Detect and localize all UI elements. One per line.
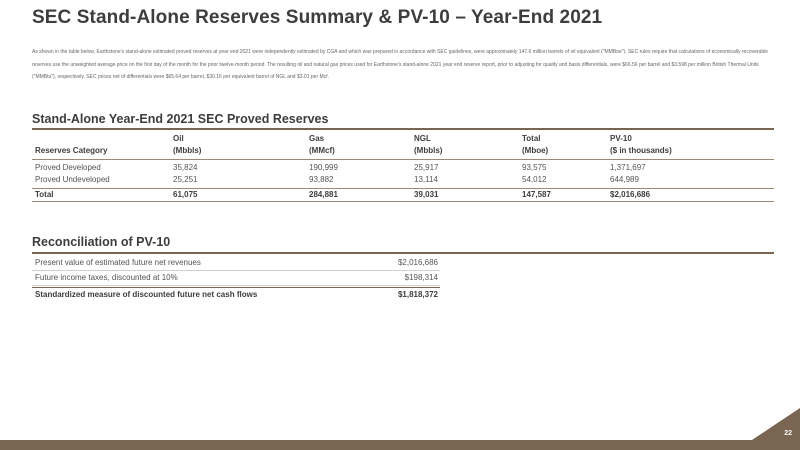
reserves-section-title: Stand-Alone Year-End 2021 SEC Proved Res… <box>32 112 329 126</box>
corner-accent-shape <box>752 408 800 440</box>
reconciliation-title-rule <box>32 252 774 254</box>
row-oil: 35,824 <box>173 163 198 172</box>
reconciliation-value: $2,016,686 <box>397 258 438 267</box>
reconciliation-row: Future income taxes, discounted at 10% $… <box>32 271 440 286</box>
footer-bar <box>0 440 800 450</box>
row-pv10: 1,371,697 <box>610 163 646 172</box>
header-category: Reserves Category <box>35 146 108 155</box>
row-ngl: 13,114 <box>414 175 438 184</box>
reconciliation-total-row: Standardized measure of discounted futur… <box>32 287 440 302</box>
reconciliation-label: Present value of estimated future net re… <box>35 258 201 267</box>
total-label: Total <box>35 190 54 199</box>
row-total: 93,575 <box>522 163 547 172</box>
reconciliation-label: Future income taxes, discounted at 10% <box>35 273 178 282</box>
header-total: Total <box>522 134 541 143</box>
reconciliation-table: Present value of estimated future net re… <box>32 256 440 302</box>
table-header-row-top: Oil Gas NGL Total PV-10 <box>32 133 774 145</box>
page-title: SEC Stand-Alone Reserves Summary & PV-10… <box>32 7 603 28</box>
reconciliation-total-value: $1,818,372 <box>397 290 438 299</box>
intro-paragraph: As shown in the table below, Earthstone'… <box>32 49 769 80</box>
row-category: Proved Undeveloped <box>35 175 110 184</box>
reconciliation-value: $198,314 <box>404 273 438 282</box>
header-gas-unit: (MMcf) <box>309 146 335 155</box>
header-pv10-unit: ($ in thousands) <box>610 146 672 155</box>
row-oil: 25,251 <box>173 175 198 184</box>
header-gas: Gas <box>309 134 325 143</box>
reconciliation-row: Present value of estimated future net re… <box>32 256 440 271</box>
table-total-row: Total 61,075 284,881 39,031 147,587 $2,0… <box>32 188 774 202</box>
row-ngl: 25,917 <box>414 163 439 172</box>
table-row: Proved Undeveloped 25,251 93,882 13,114 … <box>32 174 774 186</box>
total-ngl: 39,031 <box>414 190 439 199</box>
row-pv10: 644,989 <box>610 175 639 184</box>
row-gas: 190,999 <box>309 163 338 172</box>
page-number: 22 <box>784 430 792 437</box>
header-total-unit: (Mboe) <box>522 146 549 155</box>
header-ngl: NGL <box>414 134 431 143</box>
reconciliation-total-label: Standardized measure of discounted futur… <box>35 290 258 299</box>
row-category: Proved Developed <box>35 163 101 172</box>
total-oil: 61,075 <box>173 190 198 199</box>
total-total: 147,587 <box>522 190 551 199</box>
header-oil: Oil <box>173 134 184 143</box>
row-gas: 93,882 <box>309 175 334 184</box>
reserves-table: Oil Gas NGL Total PV-10 Reserves Categor… <box>32 133 774 202</box>
total-gas: 284,881 <box>309 190 338 199</box>
row-total: 54,012 <box>522 175 547 184</box>
header-oil-unit: (Mbbls) <box>173 146 202 155</box>
header-ngl-unit: (Mbbls) <box>414 146 443 155</box>
reconciliation-section-title: Reconciliation of PV-10 <box>32 235 171 249</box>
table-header-row-bottom: Reserves Category (Mbbls) (MMcf) (Mbbls)… <box>32 145 774 160</box>
total-pv10: $2,016,686 <box>610 190 651 199</box>
reserves-title-rule <box>32 128 774 130</box>
table-row: Proved Developed 35,824 190,999 25,917 9… <box>32 162 774 174</box>
header-pv10: PV-10 <box>610 134 632 143</box>
